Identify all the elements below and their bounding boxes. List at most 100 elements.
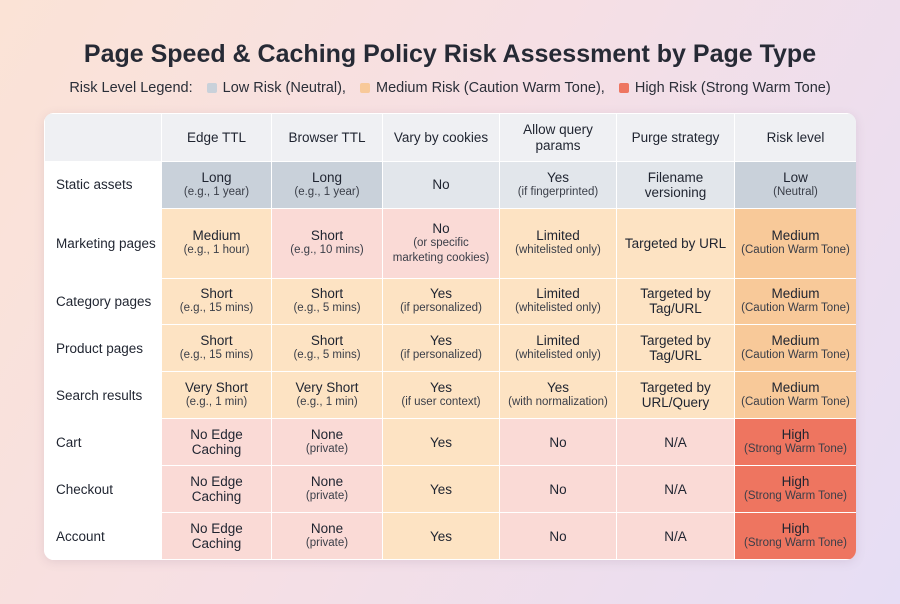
- table-cell: Yes (if user context): [382, 371, 500, 420]
- table-cell: No Edge Caching: [161, 465, 272, 514]
- column-header: Risk level: [734, 113, 856, 162]
- table-cell: Very Short (e.g., 1 min): [161, 371, 272, 420]
- cell-sub-text: (private): [305, 490, 349, 503]
- cell-sub-text: (e.g., 5 mins): [293, 302, 361, 315]
- cell-sub-text: (private): [305, 443, 349, 456]
- cell-main-text: Yes: [546, 380, 570, 396]
- cell-main-text: Medium: [771, 380, 820, 396]
- table-cell: Yes (if personalized): [382, 277, 500, 326]
- cell-sub-text: (e.g., 15 mins): [179, 349, 254, 362]
- risk-legend: Risk Level Legend: Low Risk (Neutral), M…: [0, 80, 900, 96]
- cell-sub-text: (Caution Warm Tone): [741, 302, 850, 315]
- legend-item-low: Low Risk (Neutral),: [222, 80, 346, 96]
- legend-item-medium: Medium Risk (Caution Warm Tone),: [375, 80, 605, 96]
- table-cell: Short (e.g., 15 mins): [161, 324, 272, 373]
- cell-main-text: None: [310, 427, 344, 443]
- table-cell: No: [499, 418, 617, 467]
- cell-sub-text: (e.g., 1 year): [294, 185, 360, 198]
- cell-main-text: Long: [311, 169, 343, 185]
- row-label: Marketing pages: [44, 207, 162, 279]
- cell-sub-text: (private): [305, 537, 349, 550]
- cell-sub-text: (whitelisted only): [515, 349, 601, 362]
- table-cell: Very Short (e.g., 1 min): [271, 371, 383, 420]
- table-row: Static assets Long (e.g., 1 year) Long (e.g.…: [44, 161, 856, 209]
- column-header: Vary by cookies: [382, 113, 500, 162]
- cell-sub-text: (Strong Warm Tone): [744, 443, 847, 456]
- cell-main-text: Short: [200, 286, 233, 302]
- table-cell: None (private): [271, 465, 383, 514]
- table-row: Checkout No Edge Caching None (private) Yes N…: [44, 465, 856, 514]
- table-cell: N/A: [616, 465, 735, 514]
- table-cell: N/A: [616, 418, 735, 467]
- table-cell: Yes: [382, 418, 500, 467]
- cell-sub-text: (Caution Warm Tone): [741, 244, 850, 257]
- table-cell: Medium (Caution Warm Tone): [734, 277, 856, 326]
- column-header: [44, 113, 162, 162]
- cell-main-text: Filename versioning: [644, 169, 707, 200]
- table-cell: High (Strong Warm Tone): [734, 465, 856, 514]
- cell-main-text: Yes: [429, 380, 453, 396]
- cell-sub-text: (if personalized): [400, 349, 482, 362]
- row-label: Static assets: [44, 161, 162, 209]
- cell-main-text: Very Short: [295, 380, 359, 396]
- cell-sub-text: (e.g., 1 min): [296, 396, 358, 409]
- cell-sub-text: (e.g., 15 mins): [179, 302, 254, 315]
- table-cell: None (private): [271, 418, 383, 467]
- cell-main-text: Limited: [536, 228, 580, 244]
- legend-item-high: High Risk (Strong Warm Tone): [634, 80, 831, 96]
- cell-main-text: High: [781, 474, 810, 490]
- table-cell: Medium (e.g., 1 hour): [161, 207, 272, 279]
- cell-main-text: Long: [201, 169, 232, 185]
- cell-main-text: Limited: [536, 333, 580, 349]
- cell-sub-text: (e.g., 1 hour): [183, 244, 250, 257]
- cell-main-text: Short: [310, 333, 344, 349]
- cell-main-text: No: [549, 528, 567, 544]
- cell-main-text: Short: [200, 333, 233, 349]
- cell-main-text: None: [310, 521, 344, 537]
- cell-main-text: Very Short: [184, 380, 249, 396]
- column-header: Browser TTL: [271, 113, 383, 162]
- table-header-row: Edge TTL Browser TTL Vary by cookies Allow …: [44, 113, 856, 162]
- cell-main-text: No: [432, 220, 450, 236]
- row-label: Product pages: [44, 324, 162, 373]
- cell-main-text: None: [310, 474, 344, 490]
- cell-main-text: Short: [310, 286, 344, 302]
- cell-sub-text: (Strong Warm Tone): [744, 490, 847, 503]
- cell-main-text: Medium: [192, 228, 241, 244]
- table-cell: Yes: [382, 465, 500, 514]
- cell-sub-text: (if fingerprinted): [517, 185, 599, 198]
- cell-main-text: Targeted by URL/Query: [640, 380, 711, 411]
- cell-main-text: Yes: [429, 481, 453, 497]
- table-cell: High (Strong Warm Tone): [734, 418, 856, 467]
- table-cell: Targeted by Tag/URL: [616, 277, 735, 326]
- table-cell: N/A: [616, 512, 735, 560]
- table-cell: No Edge Caching: [161, 512, 272, 560]
- cell-main-text: N/A: [664, 434, 687, 450]
- cell-main-text: High: [781, 521, 810, 537]
- cell-main-text: Yes: [429, 528, 453, 544]
- table-cell: Filename versioning: [616, 161, 735, 209]
- cell-main-text: No Edge Caching: [190, 474, 243, 505]
- table-row: Category pages Short (e.g., 15 mins) Short(…: [44, 277, 856, 326]
- legend-swatch-high: [618, 83, 629, 93]
- legend-swatch-medium: [359, 83, 370, 93]
- cell-sub-text: (e.g., 1 year): [183, 185, 250, 198]
- cell-sub-text: (e.g., 10 mins): [290, 244, 364, 257]
- cell-main-text: Medium: [771, 228, 820, 244]
- row-label: Category pages: [44, 277, 162, 326]
- cell-sub-text: (with normalization): [508, 396, 608, 409]
- table-cell: Short (e.g., 10 mins): [271, 207, 383, 279]
- cell-sub-text: (Neutral): [773, 185, 818, 198]
- cell-main-text: N/A: [664, 528, 687, 544]
- table-cell: No Edge Caching: [161, 418, 272, 467]
- column-header: Purge strategy: [616, 113, 735, 162]
- cell-main-text: No: [549, 434, 567, 450]
- table-cell: No: [499, 465, 617, 514]
- cell-sub-text: (Caution Warm Tone): [741, 396, 850, 409]
- table-cell: Short (e.g., 5 mins): [271, 324, 383, 373]
- cell-main-text: Targeted by Tag/URL: [640, 286, 711, 317]
- table-cell: None (private): [271, 512, 383, 560]
- cell-main-text: Yes: [429, 434, 453, 450]
- cell-main-text: Targeted by Tag/URL: [640, 333, 711, 364]
- row-label: Cart: [44, 418, 162, 467]
